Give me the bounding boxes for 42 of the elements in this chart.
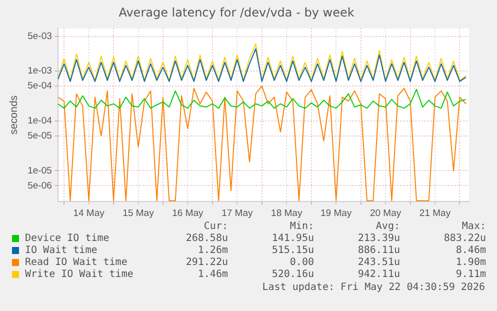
text: 8.46m — [454, 245, 486, 257]
x-tick-label: 19 May — [320, 208, 352, 219]
x-tick-label: 20 May — [370, 208, 402, 219]
x-tick-label: 17 May — [222, 208, 253, 219]
y-tick-label: 5e-06 — [28, 180, 52, 192]
text: 268.58u — [184, 233, 228, 245]
text: Last update: Fri May 22 04:30:59 2026 — [262, 282, 485, 293]
text: 942.11u — [356, 269, 400, 281]
x-tick-label: 21 May — [419, 208, 451, 219]
text: Min: — [288, 221, 314, 233]
x-tick-label: 14 May — [73, 208, 105, 219]
text: 520.16u — [270, 269, 314, 281]
y-tick-label: 1e-04 — [28, 116, 52, 127]
legend-label: Device IO time — [24, 233, 110, 245]
x-tick-label: 15 May — [122, 208, 154, 219]
text: 1.90m — [454, 257, 486, 269]
legend-label: Read IO Wait time — [24, 257, 128, 269]
legend-label: IO Wait time — [24, 245, 98, 257]
y-tick-label: 5e-03 — [28, 30, 52, 42]
y-tick-label: 5e-05 — [28, 130, 52, 142]
text: 1.46m — [196, 269, 228, 281]
text: 141.95u — [270, 233, 314, 245]
legend-label: Write IO Wait time — [24, 269, 134, 281]
text: 213.39u — [356, 233, 400, 245]
y-tick-label: 5e-04 — [28, 80, 52, 92]
text: 291.22u — [184, 257, 228, 269]
y-axis-title: seconds — [8, 95, 20, 135]
x-tick-label: 16 May — [172, 208, 204, 219]
x-tick-label: 18 May — [271, 208, 302, 219]
y-tick-label: 1e-05 — [28, 165, 52, 176]
text: 9.11m — [454, 269, 486, 281]
text: 515.15u — [270, 245, 314, 257]
text: Avg: — [374, 221, 400, 233]
text: 1.26m — [196, 245, 228, 257]
text: 243.51u — [356, 257, 400, 269]
text: 886.11u — [356, 245, 400, 257]
text: Cur: — [202, 221, 228, 233]
text: Max: — [460, 221, 486, 233]
text: 0.00 — [288, 257, 314, 269]
chart-title: Average latency for /dev/vda - by week — [118, 5, 354, 20]
y-tick-label: 1e-03 — [28, 66, 52, 77]
text: 883.22u — [442, 233, 486, 245]
